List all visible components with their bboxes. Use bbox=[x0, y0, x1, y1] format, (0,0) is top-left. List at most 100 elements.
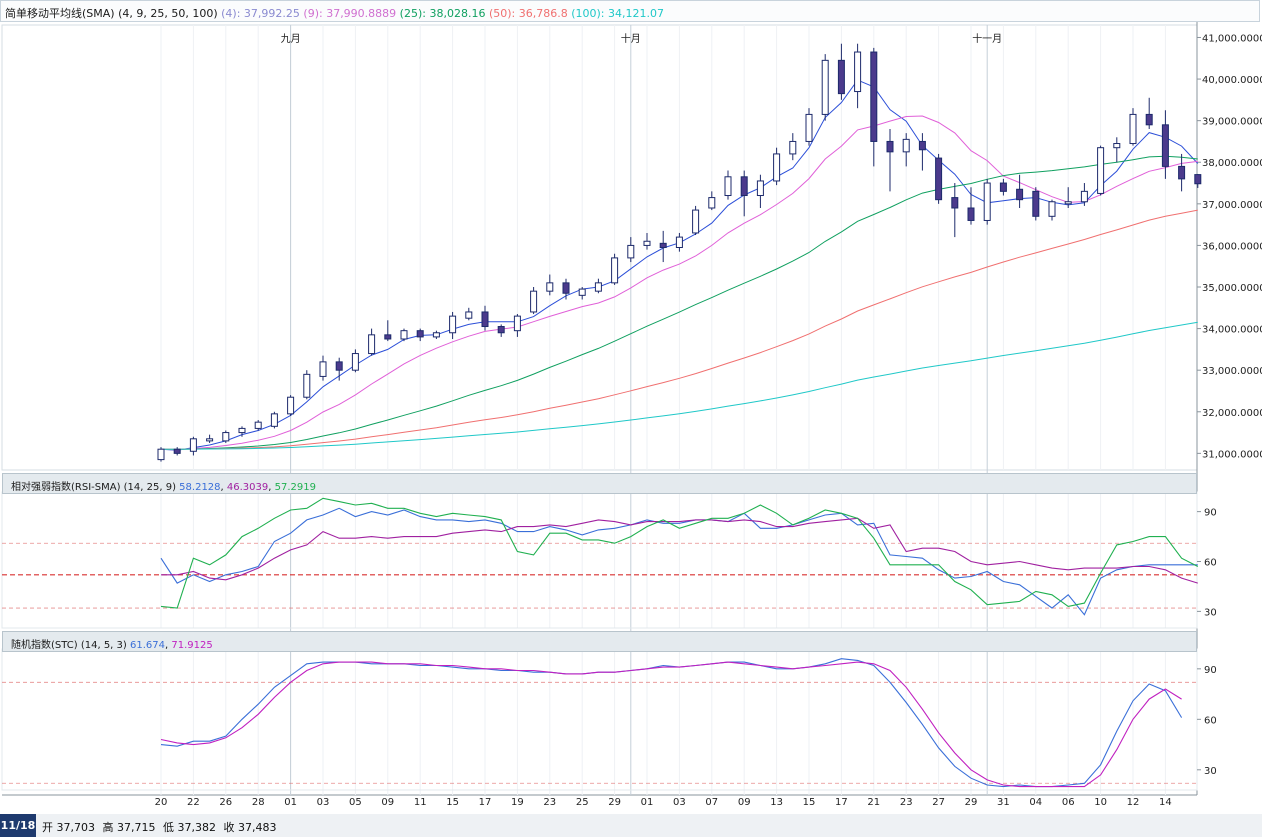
candle-up-body bbox=[303, 373, 311, 398]
candle-down-body bbox=[562, 282, 570, 294]
candle-up-body bbox=[789, 140, 797, 155]
candle-up-body bbox=[351, 353, 359, 371]
candle-down-body bbox=[1194, 174, 1202, 185]
stock-chart[interactable]: 20 22 26 28 01 03 05 09 11 15 17 19 23 25 29 01 03 07 09 13… bbox=[0, 0, 1262, 814]
candle bbox=[611, 253, 619, 285]
x-tick-label: 06 bbox=[1062, 797, 1075, 808]
sma-title-text: 简单移动平均线(SMA) (4, 9, 25, 50, 100) (4): 37… bbox=[5, 5, 664, 21]
x-tick-label: 20 bbox=[155, 797, 168, 808]
candle-up-body bbox=[238, 427, 246, 434]
candle-up-body bbox=[594, 282, 602, 292]
rsi-panel-header: 相对强弱指数(RSI-SMA) (14, 25, 9) 58.2128, 46.… bbox=[2, 473, 1197, 494]
candle-down-body bbox=[497, 326, 505, 334]
candle bbox=[497, 324, 505, 337]
candle bbox=[254, 420, 262, 431]
candle bbox=[562, 278, 570, 300]
candle-up-body bbox=[902, 138, 910, 153]
candle bbox=[967, 187, 975, 225]
rsi-plot-frame bbox=[1, 491, 1198, 629]
candle-down-body bbox=[384, 334, 392, 340]
candle-down-body bbox=[335, 361, 343, 371]
candle-down-body bbox=[1016, 188, 1024, 201]
rsi-y-tick-label: 90 bbox=[1204, 508, 1217, 519]
candle-down-body bbox=[1161, 124, 1169, 167]
candle-up-body bbox=[1048, 201, 1056, 217]
candle bbox=[287, 395, 295, 416]
sma-100-value: (100): 34,121.07 bbox=[571, 7, 664, 20]
candle bbox=[935, 153, 943, 204]
candle-up-body bbox=[400, 330, 408, 340]
candle bbox=[530, 287, 538, 315]
candle-up-body bbox=[157, 448, 165, 461]
y-tick-label: 33,000.0000 bbox=[1202, 366, 1262, 377]
x-tick-label: 19 bbox=[511, 797, 524, 808]
candle bbox=[1178, 153, 1186, 192]
month-label: 十一月 bbox=[972, 32, 1002, 45]
candle-up-body bbox=[773, 153, 781, 182]
y-tick-label: 39,000.0000 bbox=[1202, 117, 1262, 128]
candle-up-body bbox=[805, 113, 813, 142]
candle bbox=[740, 170, 748, 217]
sma-25-value: (25): 38,028.16 bbox=[399, 7, 486, 20]
candle-up-body bbox=[708, 197, 716, 209]
candle-up-body bbox=[546, 282, 554, 292]
ohlc-readout: 开 37,703 高 37,715 低 37,382 收 37,483 bbox=[42, 819, 281, 835]
x-tick-label: 07 bbox=[705, 797, 718, 808]
candle-down-body bbox=[1145, 113, 1153, 126]
candle-down-body bbox=[999, 182, 1007, 192]
candle bbox=[708, 191, 716, 211]
x-tick-label: 23 bbox=[900, 797, 913, 808]
rsi-y-tick-label: 60 bbox=[1204, 558, 1217, 569]
y-tick-label: 38,000.0000 bbox=[1202, 158, 1262, 169]
candle bbox=[400, 328, 408, 342]
candle bbox=[465, 307, 473, 321]
candle-up-body bbox=[287, 396, 295, 415]
x-tick-label: 17 bbox=[479, 797, 492, 808]
x-tick-label: 12 bbox=[1127, 797, 1140, 808]
candle-down-body bbox=[951, 197, 959, 209]
high-value: 37,715 bbox=[117, 821, 156, 834]
candle bbox=[432, 330, 440, 339]
candle bbox=[1145, 97, 1153, 129]
candle bbox=[999, 178, 1007, 196]
month-label: 九月 bbox=[281, 33, 301, 45]
candle bbox=[659, 230, 667, 263]
close-label: 收 bbox=[223, 821, 235, 834]
stc-plot-frame bbox=[1, 648, 1198, 791]
sma-title-bar: 简单移动平均线(SMA) (4, 9, 25, 50, 100) (4): 37… bbox=[0, 0, 1260, 22]
y-tick-label: 37,000.0000 bbox=[1202, 200, 1262, 211]
sma-50-line bbox=[160, 209, 1198, 450]
y-tick-label: 32,000.0000 bbox=[1202, 408, 1262, 419]
candle bbox=[1080, 183, 1088, 206]
ohlc-bar: 11/18 开 37,703 高 37,715 低 37,382 收 37,48… bbox=[0, 814, 1262, 837]
candle bbox=[983, 178, 991, 225]
candle-up-body bbox=[368, 334, 376, 355]
candle-down-body bbox=[416, 330, 424, 338]
candle-up-body bbox=[983, 182, 991, 221]
candle bbox=[724, 170, 732, 200]
candle-up-body bbox=[449, 315, 457, 334]
candle bbox=[1016, 174, 1024, 208]
open-value: 37,703 bbox=[56, 821, 96, 834]
rsi-value: 58.2128 bbox=[179, 482, 221, 493]
candle bbox=[870, 47, 878, 167]
candle bbox=[206, 434, 214, 443]
candle-up-body bbox=[465, 311, 473, 319]
candle bbox=[546, 274, 554, 296]
candle-up-body bbox=[432, 332, 440, 338]
candle-up-body bbox=[1129, 113, 1137, 145]
x-tick-label: 29 bbox=[965, 797, 978, 808]
candle-up-body bbox=[1080, 190, 1088, 203]
candle bbox=[854, 43, 862, 109]
candle-up-body bbox=[222, 432, 230, 442]
candle bbox=[270, 411, 278, 429]
candle bbox=[335, 357, 343, 381]
stc-d-value: 71.9125 bbox=[171, 640, 213, 651]
candle-down-body bbox=[886, 140, 894, 153]
candle-up-body bbox=[578, 288, 586, 296]
candle-down-body bbox=[740, 176, 748, 197]
candle-up-body bbox=[1064, 201, 1072, 205]
candle-down-body bbox=[967, 207, 975, 221]
candle bbox=[1113, 137, 1121, 163]
x-tick-label: 27 bbox=[932, 797, 945, 808]
